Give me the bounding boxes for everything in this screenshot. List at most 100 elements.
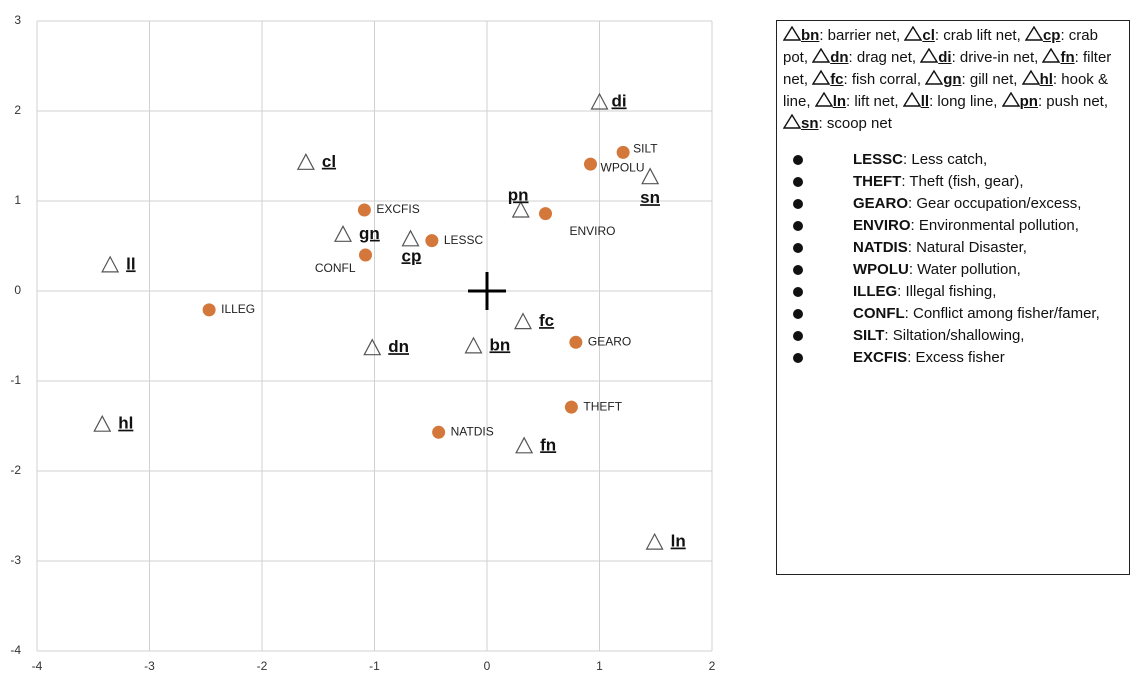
legend-code: hl: [1039, 71, 1053, 88]
data-point: [616, 145, 630, 159]
point-label: dn: [388, 337, 409, 356]
legend-triangle-shape: [1042, 48, 1061, 63]
legend-bullet: [793, 331, 803, 341]
legend-code: pn: [1019, 93, 1038, 110]
legend-triangle: [902, 92, 921, 107]
legend-text: : Excess fisher: [907, 349, 1005, 366]
legend-triangle: [1021, 70, 1040, 85]
legend-text: : scoop net: [818, 115, 892, 132]
legend-text: : push net,: [1037, 93, 1109, 110]
y-tick-label: -1: [10, 373, 21, 387]
legend-text: : Conflict among fisher/famer,: [904, 305, 1100, 322]
legend-item: SILT: Siltation/shallowing,: [783, 325, 1123, 347]
legend: bn: barrier net, cl: crab lift net, cp: …: [776, 20, 1130, 575]
legend-text: : Theft (fish, gear),: [901, 173, 1024, 190]
legend-triangle-shape: [1001, 92, 1020, 107]
legend-text: : Environmental pollution,: [910, 217, 1079, 234]
legend-code: NATDIS: [853, 239, 908, 256]
legend-bullet: [793, 287, 803, 297]
legend-item: ENVIRO: Environmental pollution,: [783, 215, 1123, 237]
point-label: sn: [640, 188, 660, 207]
legend-code: cl: [922, 27, 935, 44]
legend-triangle: [904, 26, 923, 41]
legend-triangle: [783, 26, 801, 41]
data-point: [514, 312, 532, 330]
legend-code: fc: [830, 71, 844, 88]
legend-triangle-shape: [1024, 26, 1043, 41]
legend-code: ln: [832, 93, 847, 110]
legend-text: : crab pot,: [783, 27, 1098, 66]
point-label: WPOLU: [601, 160, 645, 174]
legend-triangle-shape: [925, 70, 944, 85]
legend-text: : filter net,: [783, 49, 1112, 88]
point-label: gn: [359, 224, 380, 243]
data-point: [401, 229, 420, 247]
data-point: [569, 335, 583, 349]
y-tick-label: -2: [10, 463, 21, 477]
legend-text: : Less catch,: [903, 151, 988, 168]
legend-code: EXCFIS: [853, 349, 908, 366]
data-point: [363, 338, 382, 356]
legend-code: WPOLU: [853, 261, 909, 278]
legend-item: THEFT: Theft (fish, gear),: [783, 171, 1123, 193]
point-label: GEARO: [588, 334, 631, 348]
legend-bullet: [793, 155, 803, 165]
legend-text: : crab lift net,: [934, 27, 1025, 44]
legend-bullet: [793, 199, 803, 209]
legend-text: : lift net,: [846, 93, 903, 110]
legend-text: : drag net,: [848, 49, 921, 66]
point-label: cp: [402, 246, 422, 265]
data-point: [539, 207, 552, 221]
point-label: cl: [322, 152, 336, 171]
legend-text: : fish corral,: [843, 71, 926, 88]
legend-triangle-shape: [920, 48, 939, 63]
legend-item: NATDIS: Natural Disaster,: [783, 237, 1123, 259]
legend-bullet: [793, 353, 803, 363]
legend-text: : hook & line,: [783, 71, 1108, 110]
legend-item: GEARO: Gear occupation/excess,: [783, 193, 1123, 215]
legend-bullet: [793, 221, 803, 231]
legend-text: : Water pollution,: [908, 261, 1021, 278]
point-label: LESSC: [444, 233, 484, 247]
legend-triangle: [1042, 48, 1061, 63]
x-tick-label: 0: [484, 659, 491, 673]
data-point: [464, 336, 483, 354]
y-tick-label: -4: [10, 643, 21, 657]
legend-item: CONFL: Conflict among fisher/famer,: [783, 303, 1123, 325]
y-tick-label: 0: [14, 283, 21, 297]
legend-triangle: [920, 48, 939, 63]
legend-bullet: [793, 243, 803, 253]
legend-code: SILT: [853, 327, 885, 344]
point-label: fn: [540, 435, 556, 454]
point-label: SILT: [633, 142, 658, 156]
data-point: [564, 400, 578, 414]
point-label: THEFT: [583, 399, 622, 413]
legend-triangle: [783, 114, 801, 129]
legend-code: fn: [1060, 49, 1075, 66]
data-point: [641, 167, 660, 185]
legend-code: bn: [801, 27, 820, 44]
legend-triangle: [812, 48, 831, 63]
legend-text: : gill net,: [961, 71, 1022, 88]
data-point: [359, 248, 372, 262]
legend-triangle-shape: [814, 92, 833, 107]
x-tick-label: -1: [369, 659, 380, 673]
data-point: [584, 157, 597, 171]
legend-code: GEARO: [853, 195, 909, 212]
legend-code: di: [938, 49, 952, 66]
data-point: [645, 532, 664, 550]
point-label: pn: [508, 185, 529, 204]
point-label: NATDIS: [451, 424, 494, 438]
legend-triangle: [1024, 26, 1043, 41]
legend-code: sn: [801, 115, 819, 132]
legend-code: ll: [920, 93, 930, 110]
data-point: [202, 303, 216, 317]
y-tick-label: 2: [14, 103, 21, 117]
legend-triangle: [812, 70, 831, 85]
gear-legend: bn: barrier net, cl: crab lift net, cp: …: [783, 25, 1123, 135]
point-label: EXCFIS: [376, 202, 419, 216]
point-label: ENVIRO: [570, 224, 616, 238]
y-tick-label: 3: [14, 13, 21, 27]
point-label: bn: [490, 335, 511, 354]
